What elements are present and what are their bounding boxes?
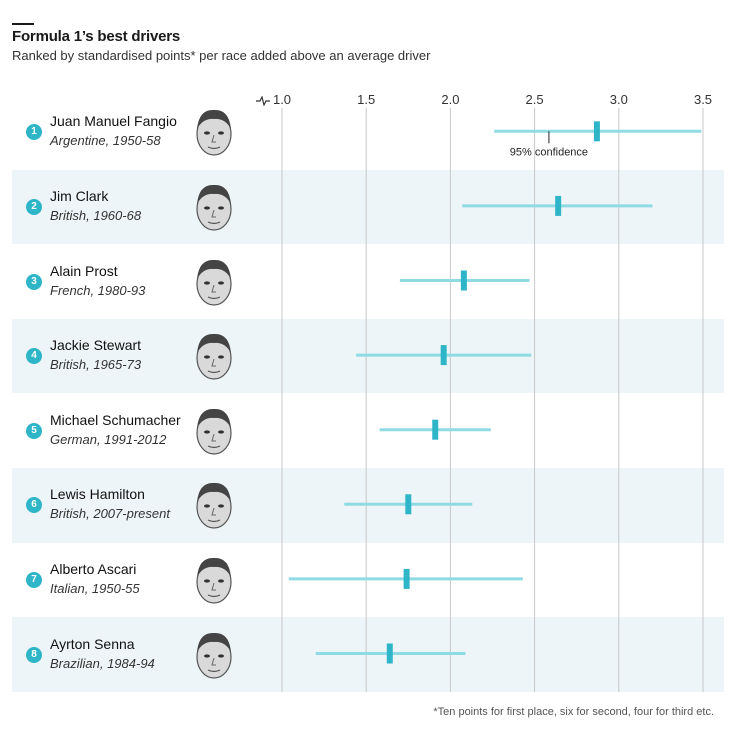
point-estimate-marker <box>460 270 467 291</box>
point-estimate-marker <box>432 419 439 440</box>
x-tick-label: 2.5 <box>525 92 544 107</box>
rank-badge: 3 <box>26 273 42 290</box>
driver-name: Jim Clark <box>50 187 109 204</box>
point-estimate-marker <box>593 121 600 142</box>
driver-detail: Italian, 1950-55 <box>50 580 140 596</box>
driver-name: Juan Manuel Fangio <box>50 113 177 130</box>
driver-portrait-icon <box>196 408 232 455</box>
point-estimate-marker <box>555 195 562 216</box>
x-tick-label: 1.0 <box>272 92 292 107</box>
x-tick-label: 3.0 <box>609 92 628 107</box>
rank-badge: 5 <box>26 422 42 439</box>
x-tick-label: 2.0 <box>441 92 460 107</box>
driver-detail: German, 1991-2012 <box>50 431 167 447</box>
x-tick-label: 3.5 <box>693 92 713 107</box>
driver-portrait-icon <box>196 334 232 380</box>
point-estimate-marker <box>405 494 412 515</box>
driver-portrait-icon <box>196 557 232 604</box>
rank-badge: 2 <box>26 198 42 215</box>
driver-detail: British, 1960-68 <box>50 207 142 223</box>
title-rule <box>12 23 34 25</box>
driver-detail: French, 1980-93 <box>50 282 146 298</box>
rank-badge: 8 <box>26 646 42 663</box>
rank-badge: 1 <box>26 124 42 141</box>
point-estimate-marker <box>440 345 447 366</box>
driver-name: Ayrton Senna <box>50 635 135 652</box>
driver-portrait-icon <box>196 259 232 306</box>
x-tick-label: 1.5 <box>357 92 376 107</box>
driver-name: Alain Prost <box>50 262 118 279</box>
rank-badge: 4 <box>26 348 42 365</box>
point-estimate-marker <box>403 568 410 589</box>
chart-title: Formula 1’s best drivers <box>12 28 181 45</box>
driver-portrait-icon <box>196 483 232 529</box>
driver-detail: Argentine, 1950-58 <box>50 133 161 149</box>
chart-subtitle: Ranked by standardised points* per race … <box>12 48 431 63</box>
driver-portrait-icon <box>196 184 232 231</box>
driver-name: Lewis Hamilton <box>50 486 145 503</box>
confidence-annotation: 95% confidence <box>510 146 588 158</box>
driver-detail: British, 1965-73 <box>50 357 142 373</box>
point-estimate-marker <box>386 643 393 664</box>
axis-break-icon <box>256 96 270 106</box>
driver-name: Michael Schumacher <box>50 411 181 428</box>
rank-badge: 7 <box>26 571 42 588</box>
driver-detail: British, 2007-present <box>50 506 170 522</box>
driver-portrait-icon <box>196 110 232 156</box>
driver-detail: Brazilian, 1984-94 <box>50 655 155 671</box>
footnote: *Ten points for first place, six for sec… <box>433 706 714 718</box>
rank-badge: 6 <box>26 497 42 514</box>
driver-portrait-icon <box>196 632 232 679</box>
driver-name: Jackie Stewart <box>50 337 142 354</box>
driver-name: Alberto Ascari <box>50 560 137 577</box>
